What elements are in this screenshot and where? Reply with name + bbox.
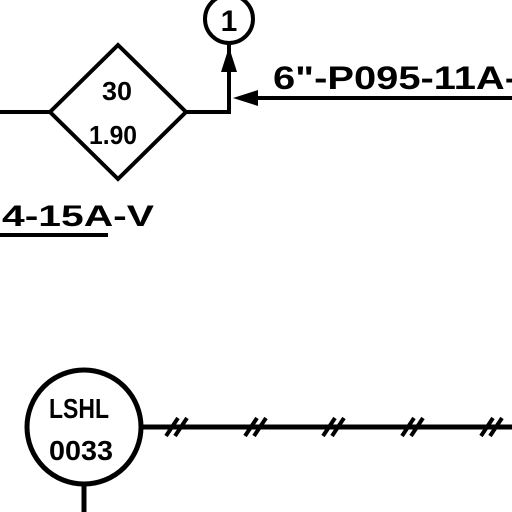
diamond-top-value: 30 xyxy=(102,76,132,106)
line-spec-suffix: -V xyxy=(113,200,154,233)
vertical-pipe-to-connector[interactable] xyxy=(221,43,237,112)
line-spec-label: 4-15A -V xyxy=(0,200,154,237)
diamond-tag[interactable]: 30 1.90 xyxy=(47,42,189,182)
offpage-connector-number: 1 xyxy=(221,5,238,38)
diamond-bottom-value: 1.90 xyxy=(89,120,137,150)
hatch-mark xyxy=(400,416,416,438)
hatch-mark xyxy=(479,416,495,438)
instrument-tag-number: 0033 xyxy=(49,435,113,466)
signal-hatch-marks xyxy=(164,416,504,438)
flow-arrow-left-icon xyxy=(233,90,258,106)
hatch-mark xyxy=(330,416,346,438)
hatch-mark xyxy=(173,416,189,438)
incoming-pipe[interactable]: 6"-P095-11A- xyxy=(233,60,512,106)
hatch-mark xyxy=(488,416,504,438)
offpage-connector[interactable]: 1 xyxy=(203,0,255,45)
flow-arrow-up-icon xyxy=(221,47,237,72)
diamond-outline xyxy=(47,42,189,182)
instrument-bubble[interactable]: LSHL 0033 xyxy=(24,367,144,512)
hatch-mark xyxy=(164,416,180,438)
electric-signal-line[interactable] xyxy=(141,416,512,438)
hatch-mark xyxy=(252,416,268,438)
hatch-mark xyxy=(409,416,425,438)
instrument-circle xyxy=(24,367,144,487)
hatch-mark xyxy=(243,416,259,438)
line-spec-text: 4-15A -V xyxy=(2,200,154,233)
line-number-label: 6"-P095-11A- xyxy=(273,60,512,96)
hatch-mark xyxy=(321,416,337,438)
line-spec-underlined-part: 4-15A xyxy=(2,200,113,233)
instrument-tag-letters: LSHL xyxy=(49,393,109,424)
